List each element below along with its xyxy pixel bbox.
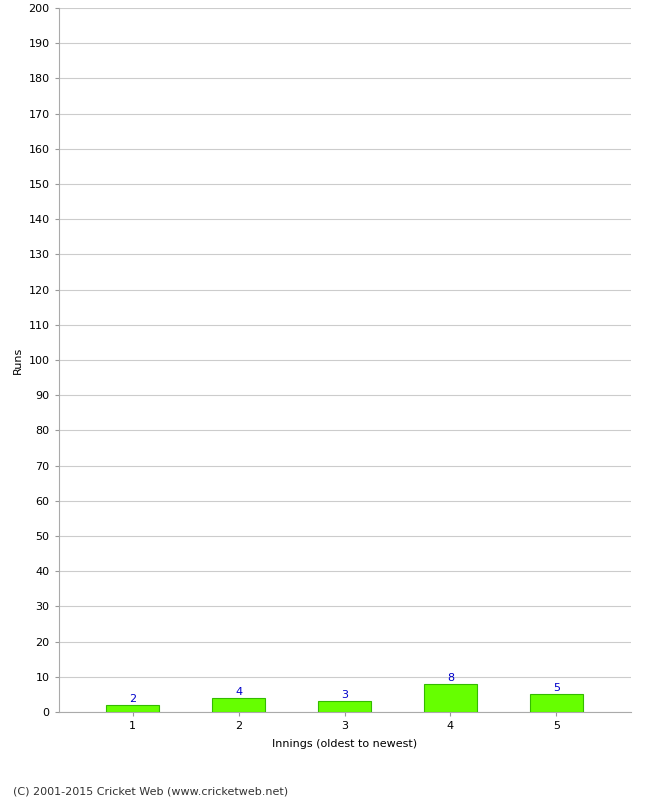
Text: (C) 2001-2015 Cricket Web (www.cricketweb.net): (C) 2001-2015 Cricket Web (www.cricketwe… <box>13 786 288 796</box>
Bar <box>530 694 583 712</box>
Bar <box>424 684 477 712</box>
Bar <box>106 705 159 712</box>
Text: 2: 2 <box>129 694 136 704</box>
Text: 5: 5 <box>553 683 560 694</box>
Text: 8: 8 <box>447 673 454 682</box>
Y-axis label: Runs: Runs <box>13 346 23 374</box>
Text: 4: 4 <box>235 687 242 697</box>
Text: 3: 3 <box>341 690 348 700</box>
Bar <box>318 702 371 712</box>
X-axis label: Innings (oldest to newest): Innings (oldest to newest) <box>272 739 417 750</box>
Bar <box>212 698 265 712</box>
